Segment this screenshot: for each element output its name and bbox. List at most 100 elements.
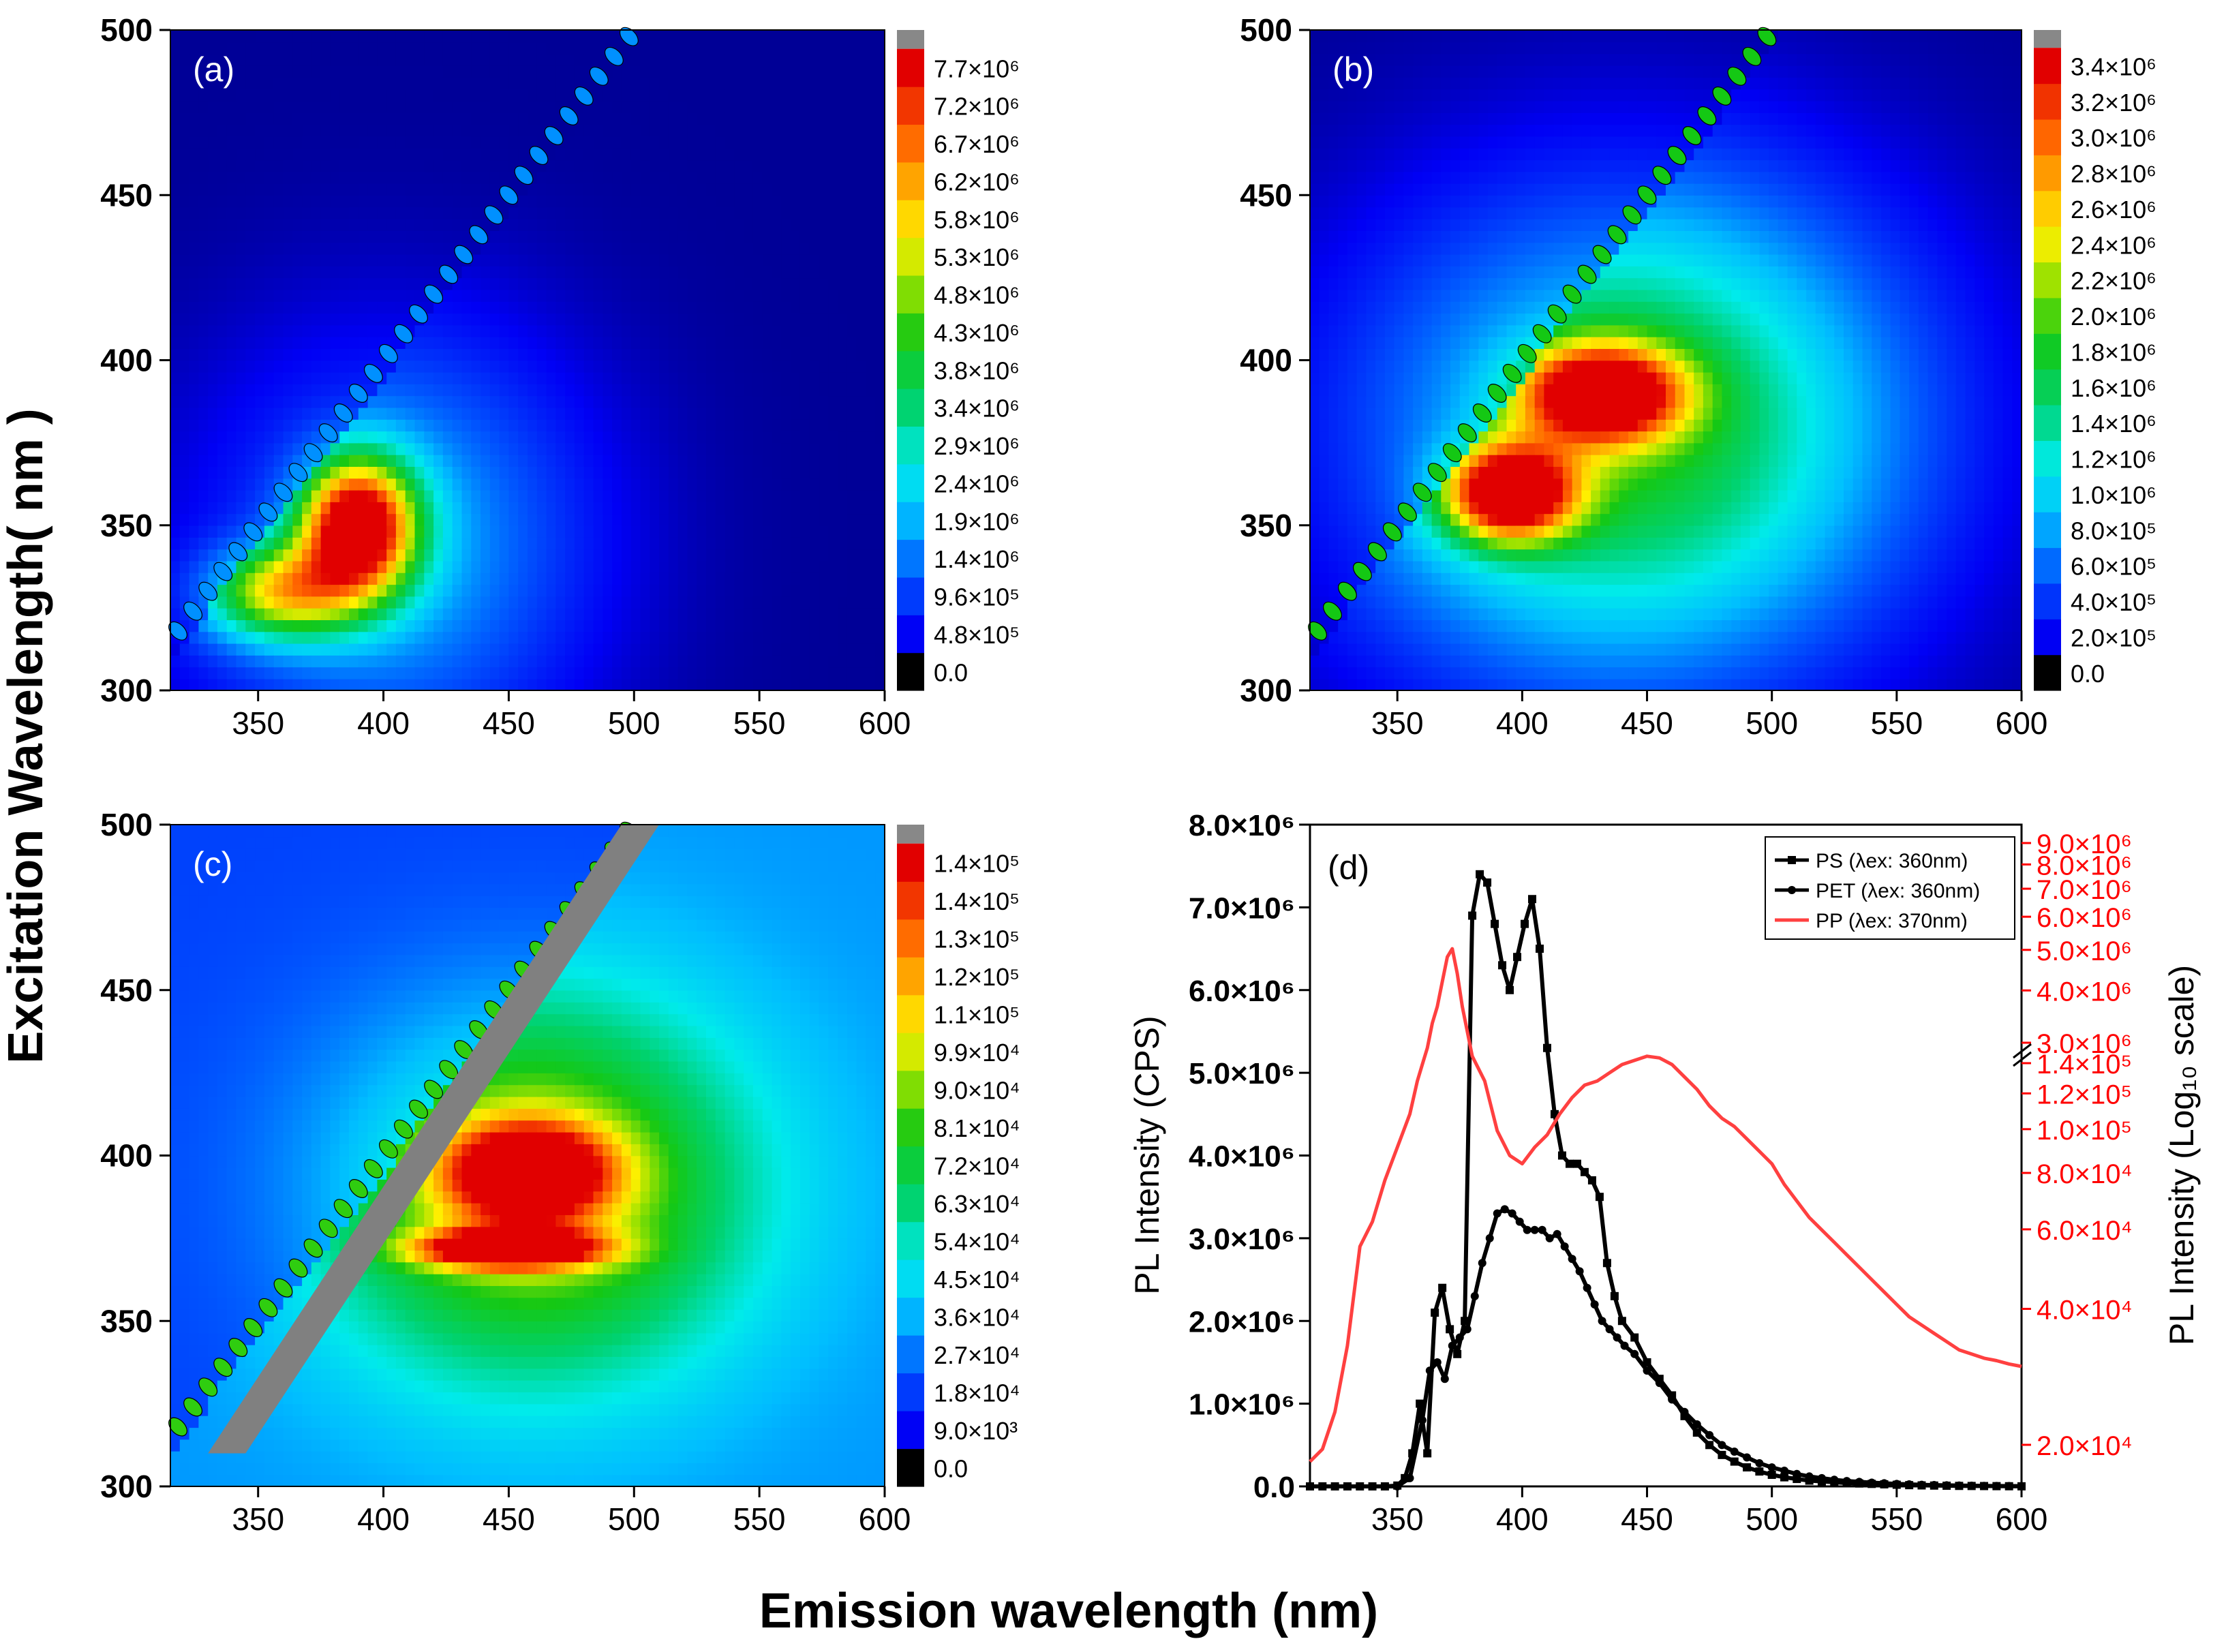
heatmap-cell <box>687 195 697 208</box>
heatmap-cell <box>809 478 820 491</box>
heatmap-cell <box>226 53 237 66</box>
heatmap-cell <box>255 336 265 349</box>
heatmap-cell <box>1347 549 1358 562</box>
heatmap-cell <box>179 655 190 668</box>
heatmap-cell <box>283 77 294 90</box>
heatmap-cell <box>170 336 181 349</box>
heatmap-cell <box>1319 549 1330 562</box>
heatmap-cell <box>752 489 763 502</box>
heatmap-cell <box>687 42 697 55</box>
heatmap-cell <box>734 77 744 90</box>
heatmap-cell <box>1347 431 1358 444</box>
heatmap-cell <box>302 336 312 349</box>
heatmap-cell <box>217 218 228 231</box>
heatmap-cell <box>744 206 754 219</box>
heatmap-cell <box>583 466 594 479</box>
heatmap-cell <box>330 607 340 620</box>
heatmap-cell <box>1375 620 1386 632</box>
heatmap-cell <box>574 643 585 656</box>
heatmap-cell <box>621 584 632 597</box>
heatmap-cell <box>330 100 340 113</box>
heatmap-cell <box>208 65 218 78</box>
heatmap-cell <box>752 655 763 668</box>
heatmap-cell <box>866 183 876 196</box>
heatmap-cell <box>555 454 566 467</box>
heatmap-cell <box>292 549 303 562</box>
heatmap-cell <box>734 65 744 78</box>
heatmap-cell <box>659 537 669 550</box>
heatmap-cell <box>819 620 829 632</box>
heatmap-cell <box>433 655 444 668</box>
heatmap-cell <box>734 42 744 55</box>
heatmap-cell <box>866 643 876 656</box>
heatmap-cell <box>809 301 820 314</box>
heatmap-cell <box>772 289 782 302</box>
heatmap-cell <box>555 371 566 384</box>
colorbar-swatch <box>897 87 924 125</box>
heatmap-cell <box>330 643 340 656</box>
heatmap-cell <box>1328 301 1339 314</box>
heatmap-cell <box>414 513 425 526</box>
heatmap-cell <box>414 53 425 66</box>
heatmap-cell <box>424 266 434 279</box>
heatmap-cell <box>1403 348 1414 361</box>
heatmap-cell <box>339 560 350 573</box>
heatmap-cell <box>264 525 275 538</box>
heatmap-cell <box>1366 454 1376 467</box>
heatmap-cell <box>226 419 237 432</box>
heatmap-cell <box>697 42 707 55</box>
heatmap-cell <box>358 620 369 632</box>
heatmap-cell <box>603 89 613 102</box>
heatmap-cell <box>687 301 697 314</box>
heatmap-cell <box>1310 348 1320 361</box>
heatmap-cell <box>799 206 810 219</box>
heatmap-cell <box>847 254 857 266</box>
heatmap-cell <box>264 454 275 467</box>
heatmap-cell <box>847 171 857 184</box>
heatmap-cell <box>744 195 754 208</box>
heatmap-cell <box>471 537 481 550</box>
heatmap-cell <box>292 560 303 573</box>
heatmap-cell <box>734 384 744 397</box>
heatmap-cell <box>583 454 594 467</box>
heatmap-cell <box>847 112 857 125</box>
heatmap-cell <box>866 289 876 302</box>
heatmap-cell <box>489 336 500 349</box>
heatmap-cell <box>433 596 444 609</box>
heatmap-cell <box>1328 313 1339 326</box>
heatmap-cell <box>320 218 331 231</box>
heatmap-cell <box>1338 183 1348 196</box>
heatmap-cell <box>781 407 791 420</box>
heatmap-cell <box>302 560 312 573</box>
heatmap-cell <box>706 124 716 137</box>
heatmap-cell <box>1384 620 1395 632</box>
heatmap-cell <box>386 42 397 55</box>
heatmap-cell <box>198 277 209 290</box>
heatmap-cell <box>1394 607 1405 620</box>
heatmap-cell <box>386 136 397 149</box>
heatmap-cell <box>555 620 566 632</box>
heatmap-cell <box>320 549 331 562</box>
heatmap-cell <box>208 183 218 196</box>
heatmap-cell <box>772 371 782 384</box>
heatmap-cell <box>555 159 566 172</box>
heatmap-cell <box>593 89 604 102</box>
heatmap-cell <box>1394 489 1405 502</box>
heatmap-cell <box>630 419 641 432</box>
heatmap-cell <box>442 324 453 337</box>
heatmap-cell <box>536 489 547 502</box>
heatmap-cell <box>791 431 801 444</box>
heatmap-cell <box>621 301 632 314</box>
heatmap-cell <box>508 607 519 620</box>
heatmap-cell <box>264 206 275 219</box>
heatmap-cell <box>752 313 763 326</box>
heatmap-cell <box>781 607 791 620</box>
heatmap-cell <box>358 42 369 55</box>
heatmap-cell <box>273 277 284 290</box>
heatmap-cell <box>330 631 340 644</box>
heatmap-cell <box>640 324 651 337</box>
heatmap-cell <box>320 124 331 137</box>
heatmap-cell <box>799 560 810 573</box>
heatmap-cell <box>1375 242 1386 255</box>
heatmap-cell <box>508 631 519 644</box>
